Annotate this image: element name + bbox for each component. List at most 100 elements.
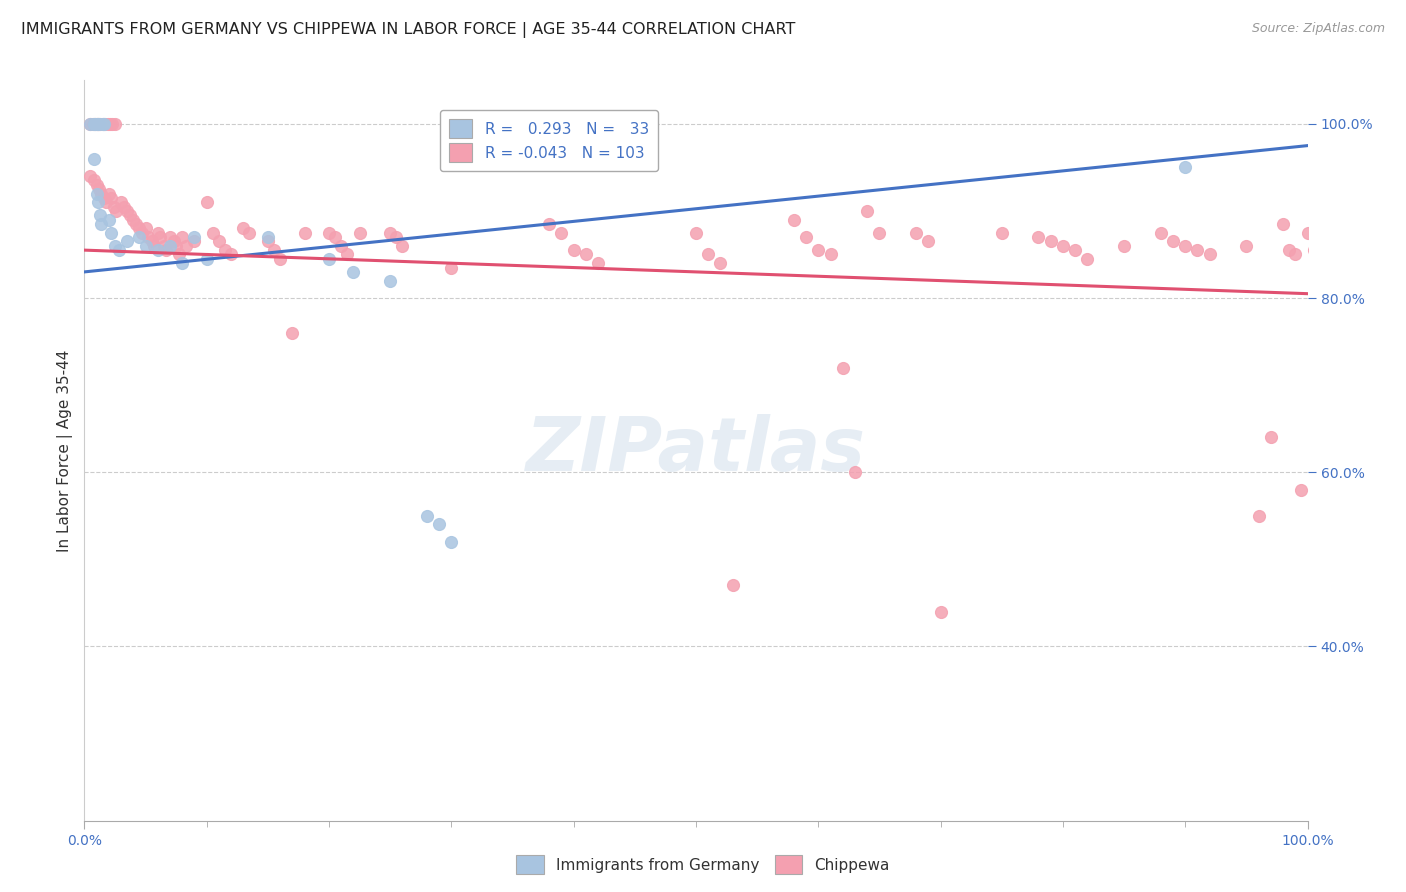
Point <box>586 256 609 270</box>
Point <box>83 152 105 166</box>
Point <box>1064 243 1087 257</box>
Point <box>1236 239 1258 253</box>
Point <box>172 230 194 244</box>
Point <box>103 200 125 214</box>
Point <box>128 230 150 244</box>
Point <box>128 221 150 235</box>
Point <box>575 247 598 261</box>
Point <box>208 235 231 249</box>
Point <box>342 265 364 279</box>
Y-axis label: In Labor Force | Age 35-44: In Labor Force | Age 35-44 <box>58 350 73 551</box>
Point <box>1161 235 1184 249</box>
Point <box>149 230 172 244</box>
Legend: R =   0.293   N =   33, R = -0.043   N = 103: R = 0.293 N = 33, R = -0.043 N = 103 <box>440 110 658 171</box>
Point <box>991 226 1014 240</box>
Point <box>1272 217 1295 231</box>
Point <box>257 230 280 244</box>
Point <box>1174 161 1197 175</box>
Point <box>159 230 181 244</box>
Point <box>1076 252 1098 266</box>
Point <box>1309 252 1331 266</box>
Point <box>107 243 129 257</box>
Point <box>135 239 157 253</box>
Point <box>86 186 108 201</box>
Point <box>98 117 121 131</box>
Point <box>110 195 132 210</box>
Point <box>1150 226 1173 240</box>
Point <box>97 117 120 131</box>
Point <box>1198 247 1220 261</box>
Point <box>87 195 110 210</box>
Point <box>685 226 707 240</box>
Point <box>159 239 181 253</box>
Text: ZIPatlas: ZIPatlas <box>526 414 866 487</box>
Point <box>153 239 176 253</box>
Point <box>562 243 585 257</box>
Point <box>118 208 141 222</box>
Point <box>87 182 110 196</box>
Point <box>174 239 197 253</box>
Point <box>257 235 280 249</box>
Point <box>1296 226 1319 240</box>
Point <box>1278 243 1301 257</box>
Point <box>416 508 439 523</box>
Point <box>318 226 340 240</box>
Point <box>86 178 108 192</box>
Point <box>391 239 413 253</box>
Point <box>79 117 101 131</box>
Point <box>83 173 105 187</box>
Point <box>101 117 124 131</box>
Point <box>155 243 177 257</box>
Point <box>167 247 190 261</box>
Point <box>214 243 236 257</box>
Point <box>281 326 304 340</box>
Point <box>1187 243 1209 257</box>
Point <box>79 117 101 131</box>
Point <box>104 239 127 253</box>
Point <box>238 226 260 240</box>
Point <box>93 117 115 131</box>
Point <box>122 212 145 227</box>
Point <box>1291 483 1313 497</box>
Point <box>807 243 830 257</box>
Point <box>86 117 108 131</box>
Point <box>427 517 450 532</box>
Point <box>1247 508 1270 523</box>
Point <box>100 226 122 240</box>
Point <box>550 226 572 240</box>
Point <box>86 117 108 131</box>
Point <box>90 217 112 231</box>
Point <box>183 230 205 244</box>
Point <box>440 535 463 549</box>
Point <box>135 221 157 235</box>
Text: IMMIGRANTS FROM GERMANY VS CHIPPEWA IN LABOR FORCE | AGE 35-44 CORRELATION CHART: IMMIGRANTS FROM GERMANY VS CHIPPEWA IN L… <box>21 22 796 38</box>
Point <box>104 117 127 131</box>
Point <box>794 230 817 244</box>
Point <box>440 260 463 275</box>
Point <box>195 195 218 210</box>
Point <box>84 117 107 131</box>
Point <box>856 203 879 218</box>
Point <box>87 117 110 131</box>
Point <box>1284 247 1306 261</box>
Point <box>844 465 866 479</box>
Point <box>263 243 285 257</box>
Point <box>1174 239 1197 253</box>
Point <box>115 203 138 218</box>
Point <box>929 605 952 619</box>
Point <box>146 243 169 257</box>
Point <box>125 217 148 231</box>
Legend: Immigrants from Germany, Chippewa: Immigrants from Germany, Chippewa <box>510 849 896 880</box>
Point <box>831 360 853 375</box>
Text: Source: ZipAtlas.com: Source: ZipAtlas.com <box>1251 22 1385 36</box>
Point <box>294 226 316 240</box>
Point <box>87 117 110 131</box>
Point <box>380 226 402 240</box>
Point <box>1302 243 1324 257</box>
Point <box>1052 239 1074 253</box>
Point <box>115 235 138 249</box>
Point <box>84 117 107 131</box>
Point <box>82 117 104 131</box>
Point <box>783 212 806 227</box>
Point <box>183 235 205 249</box>
